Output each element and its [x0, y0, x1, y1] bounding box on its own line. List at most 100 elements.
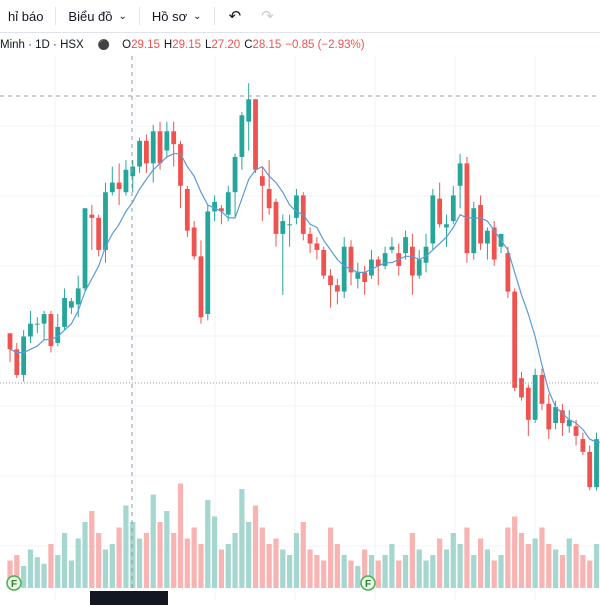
volume-bar — [14, 555, 20, 588]
candle-body — [232, 156, 238, 193]
candle-body — [471, 208, 477, 254]
volume-bar — [457, 544, 463, 588]
open-value: 29.15 — [131, 39, 160, 51]
volume-bar — [532, 538, 538, 588]
volume-bar — [34, 557, 40, 588]
volume-bar — [477, 538, 484, 588]
candle-body — [75, 288, 81, 305]
dividend-marker-label: F — [365, 579, 371, 590]
candle-body — [348, 246, 354, 273]
candle-body — [444, 224, 449, 228]
volume-bar — [450, 533, 456, 588]
volume-bar — [225, 544, 231, 588]
volume-bar — [252, 505, 259, 588]
candle-body — [560, 410, 565, 424]
volume-bar — [171, 533, 177, 588]
candle-body — [116, 182, 122, 190]
candle-body — [416, 259, 422, 276]
candle-body — [553, 407, 558, 424]
candle-body — [273, 201, 279, 234]
candle-body — [266, 189, 272, 209]
volume-bar — [130, 522, 136, 588]
volume-bar — [164, 511, 170, 588]
candle-body — [253, 99, 258, 170]
candle-body — [48, 314, 54, 347]
candle-body — [334, 285, 340, 292]
chart-menu-label: Biểu đồ — [68, 8, 113, 24]
volume-bar — [471, 555, 477, 588]
candle-body — [178, 144, 183, 186]
volume-bar — [21, 566, 27, 588]
volume-bar — [212, 516, 218, 588]
volume-bar — [246, 522, 252, 588]
chart-menu-button[interactable]: Biểu đồ ⌄ — [60, 0, 134, 32]
candle-body — [566, 419, 572, 427]
volume-bar — [232, 533, 238, 588]
candle-body — [539, 374, 545, 404]
candle-body — [314, 243, 320, 250]
volume-bar — [123, 505, 129, 588]
candle-body — [246, 99, 252, 122]
candle-body — [478, 205, 483, 244]
volume-bar — [205, 500, 211, 588]
volume-bar — [218, 549, 225, 588]
symbol-title: Minh · 1D · HSX — [0, 39, 84, 51]
volume-bar — [266, 544, 272, 588]
volume-bar — [109, 544, 115, 588]
change-value: −0.85 (−2.93%) — [285, 39, 365, 51]
candle-body — [28, 323, 33, 337]
volume-bar — [593, 544, 600, 588]
volume-bar — [307, 549, 313, 588]
volume-bar — [484, 549, 490, 588]
volume-bar — [143, 533, 149, 588]
volume-bar — [573, 544, 579, 588]
toolbar-divider — [138, 7, 140, 25]
volume-bar — [259, 527, 265, 588]
dividend-marker-icon — [360, 575, 376, 591]
template-menu-button[interactable]: Hồ sơ ⌄ — [144, 0, 210, 32]
candle-body — [14, 349, 20, 375]
volume-bar — [334, 544, 340, 588]
close-value: 28.15 — [252, 39, 282, 51]
candle-body — [89, 214, 95, 218]
undo-icon[interactable]: ↶ — [228, 8, 242, 25]
dividend-marker-icon — [6, 575, 22, 591]
candle-body — [130, 166, 136, 177]
volume-bar — [191, 527, 197, 588]
volume-bar — [402, 555, 409, 588]
candle-body — [171, 131, 177, 145]
volume-bar — [546, 544, 552, 588]
volume-bar — [396, 560, 402, 588]
open-label: O — [122, 39, 132, 51]
candle-body — [437, 198, 443, 225]
candle-body — [464, 163, 470, 254]
candle-body — [409, 246, 415, 276]
volume-bar — [89, 511, 95, 588]
moving-average-line — [9, 153, 600, 443]
volume-bar — [82, 522, 88, 588]
volume-bar — [362, 549, 368, 588]
chevron-down-icon: ⌄ — [118, 10, 127, 22]
dividend-marker-label: F — [11, 579, 17, 590]
candle-body — [219, 208, 224, 212]
low-label: L — [205, 39, 212, 51]
volume-bar — [7, 560, 13, 588]
volume-bar — [116, 527, 122, 588]
candle-body — [82, 208, 88, 289]
volume-bar — [409, 533, 415, 588]
volume-bar — [239, 489, 245, 588]
chevron-down-icon: ⌄ — [193, 10, 202, 22]
volume-bar — [580, 555, 586, 588]
volume-bar — [566, 538, 572, 588]
volume-bar — [184, 538, 190, 588]
candle-body — [164, 131, 170, 151]
candle-body — [7, 333, 13, 350]
visibility-icon[interactable]: ⚫ — [97, 39, 111, 51]
template-menu-label: Hồ sơ — [151, 8, 188, 24]
indicators-button[interactable]: hỉ báo — [0, 0, 51, 32]
candle-body — [280, 221, 286, 234]
candle-body — [150, 131, 156, 164]
redo-icon[interactable]: ↷ — [261, 8, 274, 25]
volume-bar — [443, 549, 450, 588]
